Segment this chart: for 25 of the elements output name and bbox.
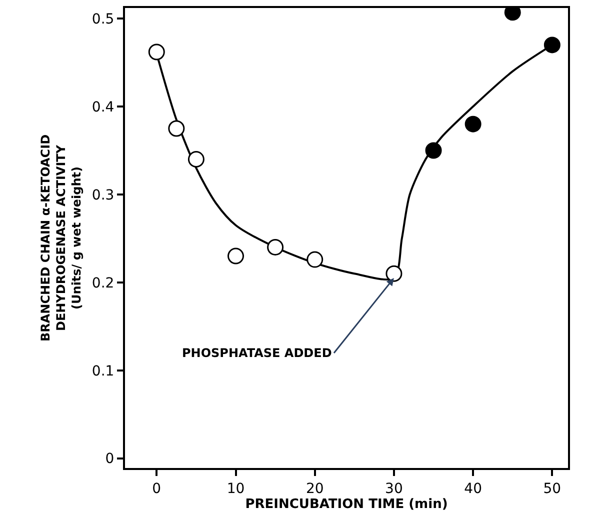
point bbox=[267, 238, 284, 256]
x-axis-title: PREINCUBATION TIME (min) bbox=[245, 496, 448, 512]
x-tick-label: 20 bbox=[306, 480, 324, 497]
x-tick-label: 0 bbox=[152, 480, 162, 497]
annotation: PHOSPHATASE ADDED bbox=[182, 346, 332, 360]
x-tick-label: 10 bbox=[226, 480, 245, 497]
point bbox=[306, 251, 324, 268]
y-tick-label: 0.5 bbox=[92, 11, 114, 28]
point bbox=[386, 265, 402, 282]
x-tick-label: 50 bbox=[543, 480, 562, 497]
y-tick-label: 0 bbox=[105, 451, 114, 468]
x-tick-label: 30 bbox=[385, 480, 403, 497]
point bbox=[464, 116, 482, 132]
y-axis-title: BRANCHED CHAIN α-KETOACID DEHYDROGENASE ACTIVITY (Units/ g wet weight) bbox=[38, 134, 84, 342]
point bbox=[544, 36, 560, 54]
point bbox=[168, 120, 185, 137]
y-tick-label: 0.1 bbox=[92, 363, 114, 380]
y-tick-label: 0.4 bbox=[92, 99, 114, 116]
x-tick-label: 40 bbox=[464, 480, 482, 497]
point bbox=[425, 142, 442, 159]
point bbox=[148, 44, 165, 60]
point bbox=[228, 248, 244, 264]
y-tick-label: 0.2 bbox=[92, 275, 114, 292]
y-tick-label: 0.3 bbox=[92, 187, 114, 204]
point bbox=[188, 151, 204, 168]
